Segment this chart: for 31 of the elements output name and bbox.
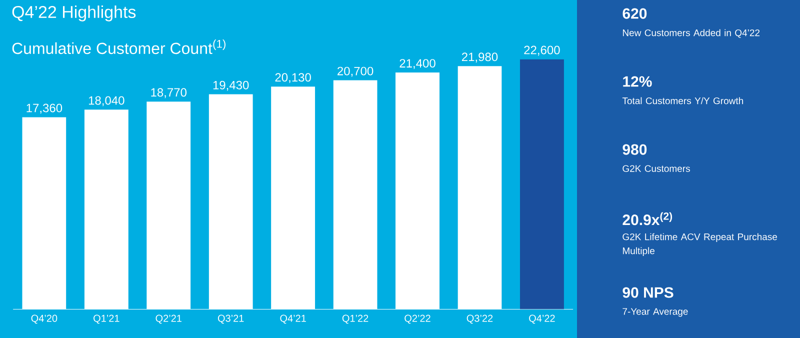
data-label: 17,360 xyxy=(26,104,62,114)
text: 20.9x$^{(2)}$ xyxy=(622,212,672,226)
x-tick-label: Q4’22 xyxy=(529,314,555,324)
text: G2K Customers xyxy=(622,165,690,172)
x-tick-label: Q3’22 xyxy=(466,314,493,324)
x-tick-label: Q4’20 xyxy=(31,314,58,324)
data-label: 18,770 xyxy=(151,88,187,98)
chart-subtitle: Cumulative Customer Count$^{(1)}$ xyxy=(12,40,226,54)
x-tick-label: Q2’22 xyxy=(404,314,430,324)
data-label: 22,600 xyxy=(524,46,560,56)
text: 620 xyxy=(622,8,647,19)
data-label: 21,400 xyxy=(400,59,436,69)
data-label: 20,700 xyxy=(338,66,374,77)
chart-title: Q4’22 Highlights xyxy=(12,6,136,22)
data-label: 19,430 xyxy=(213,80,249,91)
text: 12% xyxy=(623,76,652,87)
data-label: 18,040 xyxy=(88,96,124,106)
data-label: 21,980 xyxy=(462,52,498,63)
text: 90 NPS xyxy=(622,287,674,298)
x-tick-label: Q2’21 xyxy=(156,314,182,324)
data-label: 20,130 xyxy=(275,73,311,84)
text: 7-Year Average xyxy=(622,308,688,317)
text: Total Customers Y/Y Growth xyxy=(622,97,744,104)
x-tick-label: Q3’21 xyxy=(218,314,244,324)
x-tick-label: Q1’22 xyxy=(342,314,368,324)
x-tick-label: Q4’21 xyxy=(280,314,306,324)
text: New Customers Added in Q4’22 xyxy=(622,29,760,38)
text: G2K Lifetime ACV Repeat Purchase Multiple xyxy=(622,233,778,256)
bar xyxy=(520,59,564,310)
text: 980 xyxy=(622,144,647,155)
x-tick-label: Q1’21 xyxy=(94,314,120,324)
